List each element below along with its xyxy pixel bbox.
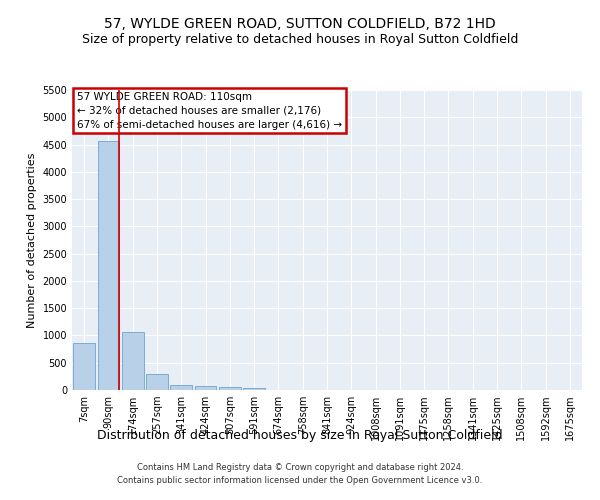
Bar	[146, 374, 168, 390]
Bar	[122, 332, 143, 390]
Bar	[73, 342, 95, 390]
Bar	[97, 142, 119, 390]
Bar	[243, 388, 265, 390]
Text: Size of property relative to detached houses in Royal Sutton Coldfield: Size of property relative to detached ho…	[82, 32, 518, 46]
Text: Contains HM Land Registry data © Crown copyright and database right 2024.: Contains HM Land Registry data © Crown c…	[137, 464, 463, 472]
Bar	[170, 385, 192, 390]
Text: 57, WYLDE GREEN ROAD, SUTTON COLDFIELD, B72 1HD: 57, WYLDE GREEN ROAD, SUTTON COLDFIELD, …	[104, 18, 496, 32]
Bar	[219, 386, 241, 390]
Y-axis label: Number of detached properties: Number of detached properties	[27, 152, 37, 328]
Text: 57 WYLDE GREEN ROAD: 110sqm
← 32% of detached houses are smaller (2,176)
67% of : 57 WYLDE GREEN ROAD: 110sqm ← 32% of det…	[77, 92, 342, 130]
Text: Contains public sector information licensed under the Open Government Licence v3: Contains public sector information licen…	[118, 476, 482, 485]
Bar	[194, 386, 217, 390]
Text: Distribution of detached houses by size in Royal Sutton Coldfield: Distribution of detached houses by size …	[97, 428, 503, 442]
